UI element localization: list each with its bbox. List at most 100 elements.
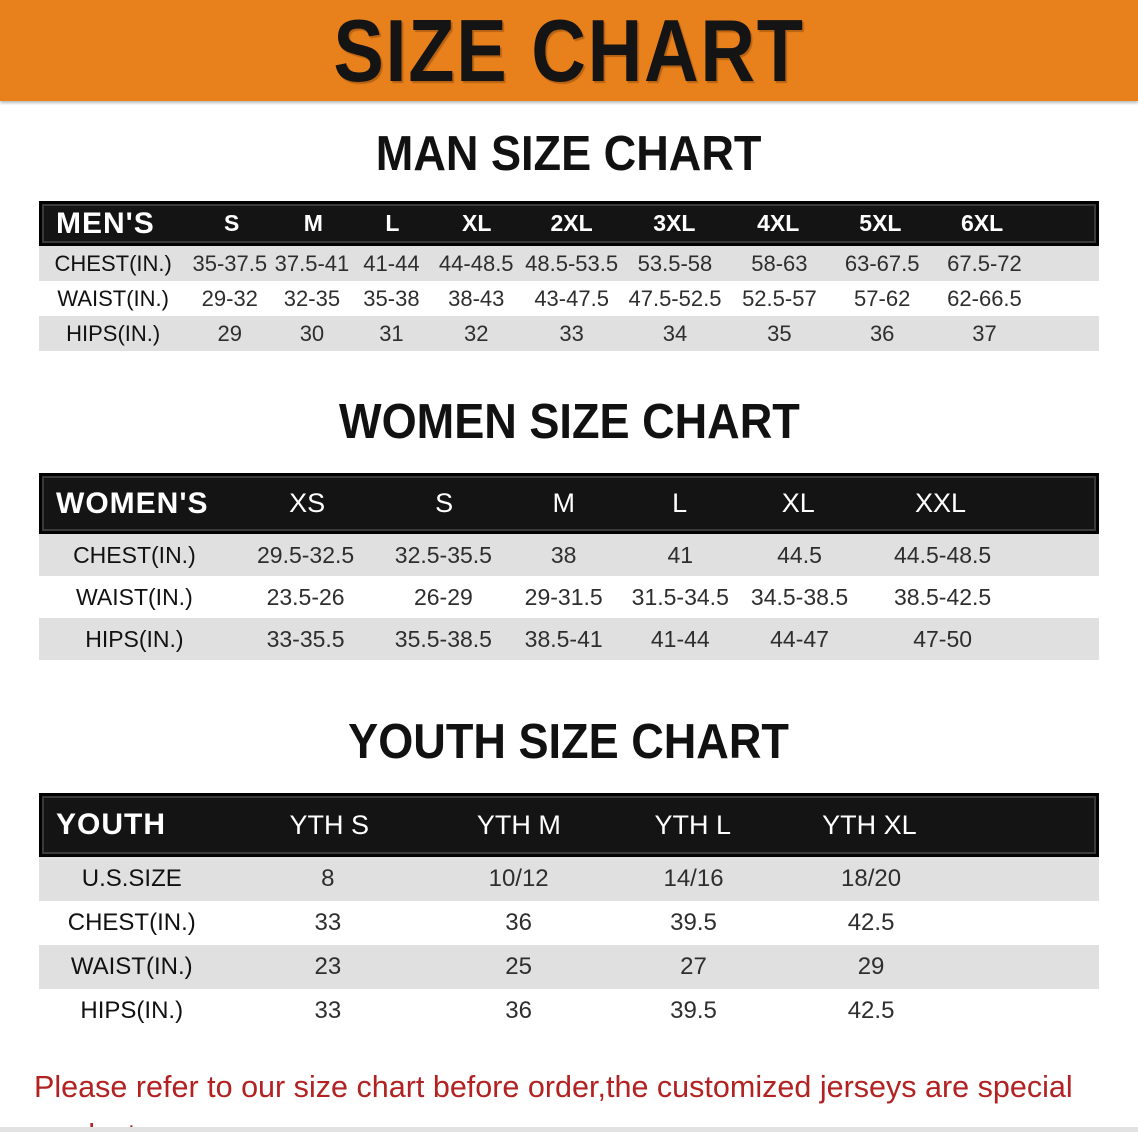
women-chest-cell: 32.5-35.5 — [394, 541, 492, 568]
youth-waist-cell: 25 — [505, 953, 532, 980]
youth-ussize-cell: 10/12 — [488, 865, 549, 892]
women-chest-row-label: CHEST(IN.) — [73, 541, 196, 568]
women-hips-row: HIPS(IN.) 33-35.5 35.5-38.5 38.5-41 41-4… — [39, 618, 1099, 660]
men-col-header-2xl: 2XL — [550, 210, 593, 236]
youth-waist-cell: 29 — [857, 953, 885, 980]
youth-waist-row-label: WAIST(IN.) — [70, 953, 193, 980]
men-waist-cell: 29-32 — [201, 285, 258, 311]
youth-col-header-yth-l: YTH L — [654, 809, 732, 840]
women-hips-row-label: HIPS(IN.) — [85, 625, 184, 652]
women-waist-cell: 34.5-38.5 — [750, 583, 849, 610]
men-col-header-s: S — [224, 210, 240, 236]
youth-ussize-row-label: U.S.SIZE — [81, 865, 182, 892]
men-hips-cell: 29 — [217, 320, 243, 346]
youth-hips-cell: 33 — [314, 997, 342, 1024]
women-chest-cell: 38 — [550, 541, 577, 568]
youth-chest-row: CHEST(IN.) 33 36 39.5 42.5 — [39, 901, 1099, 945]
youth-chest-cell: 42.5 — [847, 909, 895, 936]
disclaimer: Please refer to our size chart before or… — [34, 1063, 1104, 1132]
women-waist-cell: 38.5-42.5 — [894, 583, 992, 610]
youth-waist-row: WAIST(IN.) 23 25 27 29 — [39, 945, 1099, 989]
men-waist-row: WAIST(IN.) 29-32 32-35 35-38 38-43 43-47… — [39, 281, 1099, 316]
women-col-header-xl: XL — [781, 488, 815, 518]
men-waist-cell: 43-47.5 — [534, 285, 609, 311]
women-col-header-l: L — [672, 488, 688, 518]
women-hips-cell: 33-35.5 — [266, 625, 345, 652]
men-chest-cell: 41-44 — [363, 250, 420, 276]
men-hips-cell: 37 — [972, 320, 997, 346]
youth-waist-cell: 27 — [680, 953, 707, 980]
men-waist-cell: 47.5-52.5 — [628, 285, 722, 311]
youth-size-table: YOUTH YTH S YTH M YTH L YTH XL U.S.SIZE … — [39, 793, 1099, 1033]
men-waist-row-label: WAIST(IN.) — [57, 285, 169, 311]
men-col-header-xl: XL — [462, 210, 492, 236]
men-chest-cell: 63-67.5 — [844, 250, 920, 276]
women-col-header-s: S — [435, 488, 454, 518]
youth-ussize-row: U.S.SIZE 8 10/12 14/16 18/20 — [39, 857, 1099, 901]
men-waist-cell: 35-38 — [363, 285, 420, 311]
men-chest-cell: 44-48.5 — [438, 250, 514, 276]
men-table-header-row: MEN'S S M L XL 2XL 3XL 4XL 5XL 6XL — [39, 201, 1099, 246]
youth-ussize-cell: 14/16 — [663, 865, 724, 892]
men-hips-cell: 31 — [379, 320, 404, 346]
men-waist-cell: 38-43 — [448, 285, 505, 311]
youth-chest-row-label: CHEST(IN.) — [67, 909, 196, 936]
men-hips-row: HIPS(IN.) 29 30 31 32 33 34 35 36 37 — [39, 316, 1099, 351]
banner-title: SIZE CHART — [333, 0, 805, 100]
men-col-header-4xl: 4XL — [757, 210, 800, 236]
youth-waist-cell: 23 — [314, 953, 342, 980]
women-waist-row: WAIST(IN.) 23.5-26 26-29 29-31.5 31.5-34… — [39, 576, 1099, 618]
women-table-header-row: WOMEN'S XS S M L XL XXL — [39, 473, 1099, 534]
youth-hips-cell: 42.5 — [847, 997, 895, 1024]
youth-section-heading-text: YOUTH SIZE CHART — [348, 715, 790, 769]
men-hips-cell: 36 — [869, 320, 895, 346]
women-chest-cell: 41 — [667, 541, 694, 568]
youth-chest-cell: 33 — [314, 909, 342, 936]
men-waist-cell: 52.5-57 — [742, 285, 817, 311]
women-chest-cell: 44.5-48.5 — [894, 541, 992, 568]
men-chest-cell: 53.5-58 — [637, 250, 713, 276]
men-section-heading: MAN SIZE CHART — [0, 130, 1138, 179]
women-waist-cell: 23.5-26 — [266, 583, 345, 610]
men-chest-cell: 37.5-41 — [274, 250, 350, 276]
men-hips-cell: 34 — [662, 320, 688, 346]
men-hips-cell: 30 — [299, 320, 325, 346]
women-waist-cell: 31.5-34.5 — [631, 583, 729, 610]
men-hips-cell: 33 — [559, 320, 584, 346]
men-col-header-m: M — [303, 210, 323, 236]
youth-section-heading: YOUTH SIZE CHART — [0, 718, 1138, 767]
youth-chest-cell: 36 — [505, 909, 532, 936]
youth-col-header-yth-s: YTH S — [289, 809, 369, 840]
men-chest-cell: 35-37.5 — [192, 250, 268, 276]
women-size-table: WOMEN'S XS S M L XL XXL CHEST(IN.) 29.5-… — [39, 473, 1099, 660]
men-col-header-5xl: 5XL — [859, 210, 902, 236]
men-size-table: MEN'S S M L XL 2XL 3XL 4XL 5XL 6XL CHEST… — [39, 201, 1099, 351]
youth-table-header-row: YOUTH YTH S YTH M YTH L YTH XL — [39, 793, 1099, 857]
men-chest-cell: 67.5-72 — [947, 250, 1022, 276]
men-col-header-6xl: 6XL — [961, 210, 1004, 236]
youth-col-header-yth-m: YTH M — [476, 809, 561, 840]
women-chest-row: CHEST(IN.) 29.5-32.5 32.5-35.5 38 41 44.… — [39, 534, 1099, 576]
youth-col-header-yth-xl: YTH XL — [822, 809, 917, 840]
women-waist-cell: 29-31.5 — [524, 583, 603, 610]
men-col-header-l: L — [385, 210, 400, 236]
women-hips-cell: 41-44 — [650, 625, 710, 652]
women-col-header-xxl: XXL — [914, 488, 967, 518]
youth-ussize-cell: 18/20 — [841, 865, 902, 892]
youth-ussize-cell: 8 — [321, 865, 335, 892]
men-waist-cell: 62-66.5 — [947, 285, 1022, 311]
women-waist-row-label: WAIST(IN.) — [76, 583, 193, 610]
women-hips-cell: 35.5-38.5 — [394, 625, 492, 652]
women-section-heading-text: WOMEN SIZE CHART — [338, 395, 800, 449]
men-chest-row-label: CHEST(IN.) — [54, 250, 172, 276]
bottom-edge-strip — [0, 1127, 1138, 1132]
men-col-header-3xl: 3XL — [653, 210, 696, 236]
men-hips-row-label: HIPS(IN.) — [66, 320, 161, 346]
men-hips-cell: 35 — [767, 320, 792, 346]
women-col-header-m: M — [552, 488, 575, 518]
men-chest-cell: 48.5-53.5 — [525, 250, 619, 276]
women-chest-cell: 44.5 — [777, 541, 822, 568]
women-section-heading: WOMEN SIZE CHART — [0, 398, 1138, 447]
youth-hips-row: HIPS(IN.) 33 36 39.5 42.5 — [39, 989, 1099, 1033]
